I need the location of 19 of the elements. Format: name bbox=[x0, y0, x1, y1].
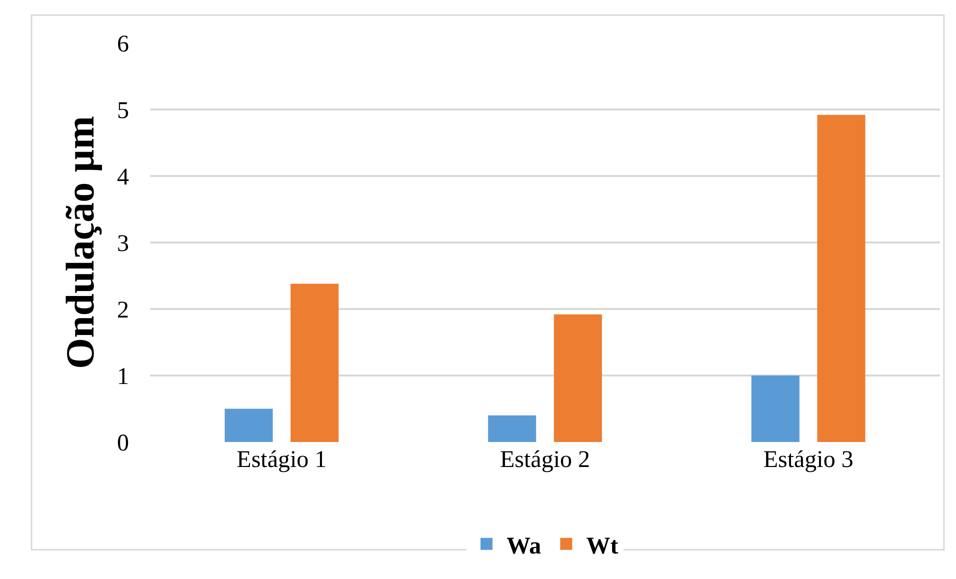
bar bbox=[817, 114, 866, 442]
x-tick-label: Estágio 2 bbox=[500, 447, 590, 473]
y-tick-label: 0 bbox=[117, 430, 129, 456]
y-tick-label: 2 bbox=[117, 297, 129, 324]
y-tick-label: 1 bbox=[117, 364, 129, 390]
x-tick-label: Estágio 1 bbox=[236, 447, 327, 473]
y-tick-label: 5 bbox=[117, 98, 129, 124]
legend-label: Wt bbox=[586, 533, 618, 560]
bar bbox=[224, 408, 273, 442]
bar bbox=[751, 376, 800, 442]
bar bbox=[554, 314, 602, 442]
bar bbox=[488, 415, 536, 442]
y-tick-label: 6 bbox=[117, 31, 129, 58]
y-axis-title: Ondulação µm bbox=[58, 116, 102, 370]
bar bbox=[290, 284, 339, 442]
x-tick-label: Estágio 3 bbox=[763, 447, 854, 473]
y-tick-label: 3 bbox=[117, 230, 129, 257]
y-tick-label: 4 bbox=[117, 164, 129, 190]
legend-label: Wa bbox=[506, 533, 542, 560]
